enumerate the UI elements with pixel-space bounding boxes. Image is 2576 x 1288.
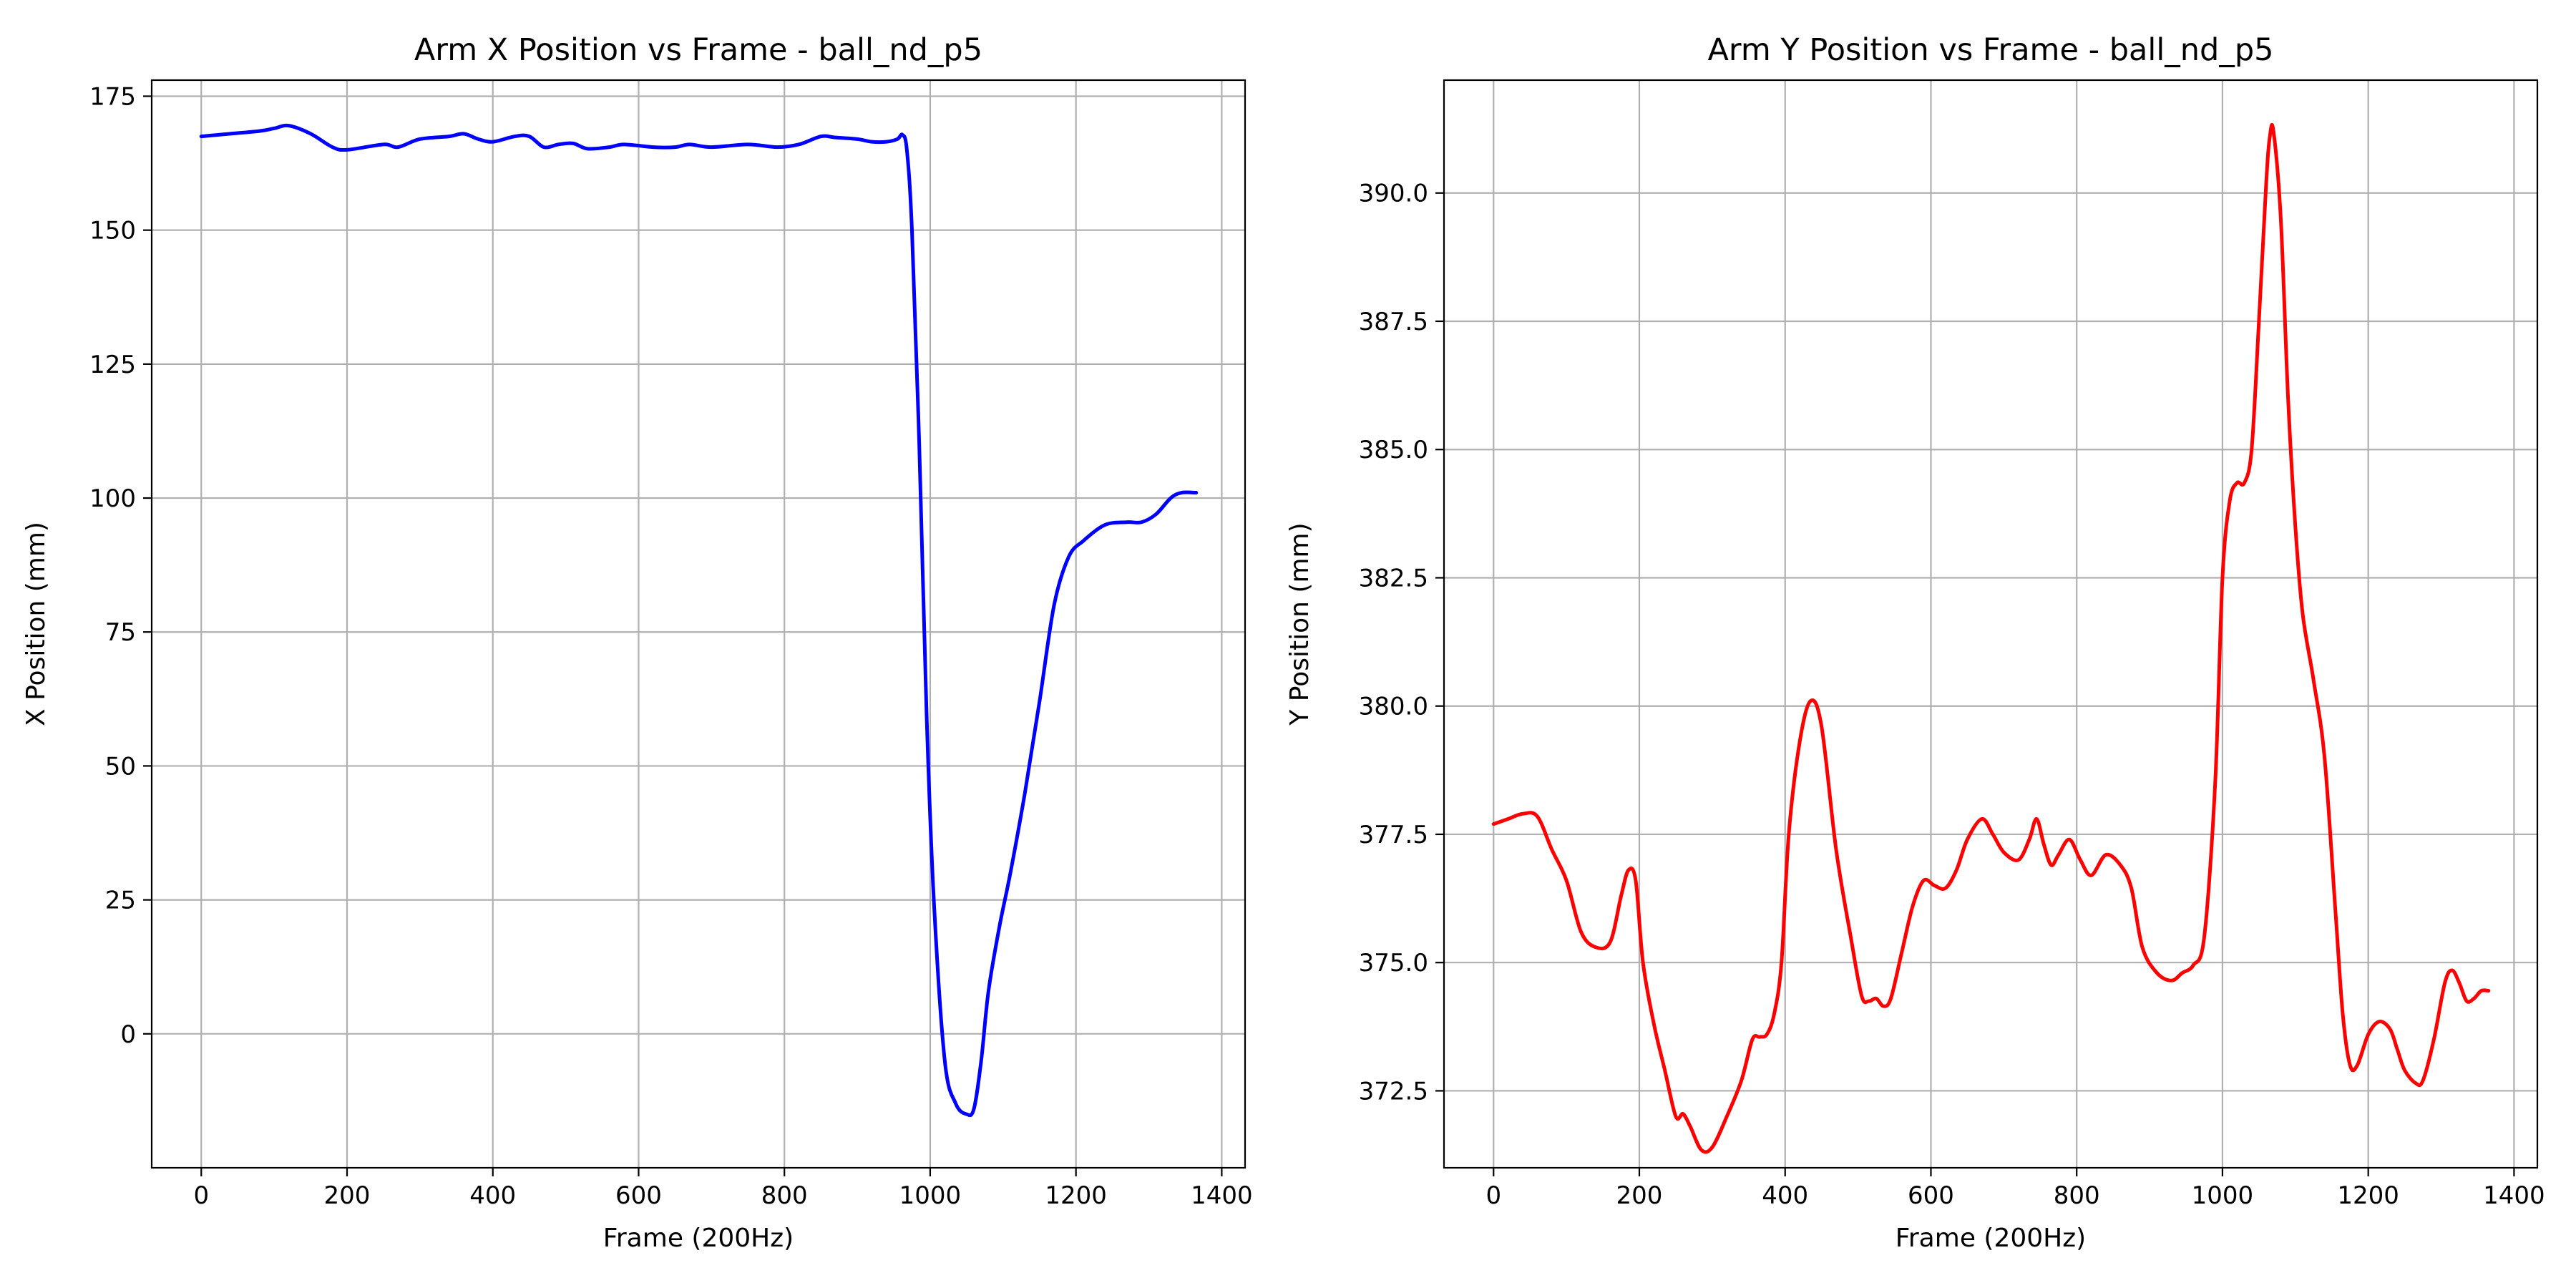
- x-tick-label: 800: [761, 1181, 808, 1210]
- y-tick-label: 25: [105, 887, 136, 915]
- chart-title: Arm X Position vs Frame - ball_nd_p5: [414, 32, 982, 68]
- x-tick-label: 200: [1616, 1181, 1663, 1210]
- y-tick-label: 150: [89, 217, 136, 245]
- x-axis-label: Frame (200Hz): [1896, 1224, 2086, 1253]
- y-axis-label: Y Position (mm): [1285, 522, 1314, 726]
- y-tick-label: 385.0: [1359, 436, 1428, 464]
- x-position-chart: 0 200 400 600 800 1000 1200 1400 0 25 50 75 100 125 15…: [21, 32, 1253, 1253]
- y-position-chart: 0 200 400 600 800 1000 1200 1400 372.5 375.0 377.5…: [1285, 32, 2545, 1253]
- x-tick-label: 0: [193, 1181, 209, 1210]
- x-tick-label: 1200: [2337, 1181, 2399, 1210]
- y-tick-label: 375.0: [1359, 949, 1428, 977]
- axes-frame: [1443, 79, 2539, 1169]
- y-tick-label: 377.5: [1359, 821, 1428, 849]
- x-tick-label: 600: [615, 1181, 662, 1210]
- x-tick-label: 1200: [1045, 1181, 1107, 1210]
- x-tick-label: 1000: [2192, 1181, 2254, 1210]
- series-line-0: [199, 123, 1199, 1118]
- x-tick-label: 1400: [1191, 1181, 1253, 1210]
- x-tick-label: 600: [1908, 1181, 1954, 1210]
- y-tick-label: 390.0: [1359, 180, 1428, 208]
- y-tick-label: 380.0: [1359, 693, 1428, 721]
- x-axis-label: Frame (200Hz): [603, 1224, 794, 1253]
- y-tick-label: 372.5: [1359, 1077, 1428, 1106]
- x-tick-label: 800: [2054, 1181, 2100, 1210]
- chart-title: Arm Y Position vs Frame - ball_nd_p5: [1707, 32, 2273, 68]
- y-axis-label: X Position (mm): [21, 522, 51, 726]
- x-tick-label: 400: [469, 1181, 516, 1210]
- x-tick-label: 0: [1485, 1181, 1501, 1210]
- x-tick-label: 1000: [899, 1181, 962, 1210]
- y-tick-label: 100: [89, 484, 136, 513]
- series-line-0: [1491, 122, 2491, 1154]
- y-tick-label: 175: [89, 82, 136, 111]
- y-tick-label: 382.5: [1359, 564, 1428, 592]
- y-tick-label: 50: [105, 752, 136, 781]
- y-tick-label: 125: [89, 351, 136, 379]
- axes-frame: [150, 79, 1246, 1169]
- x-tick-label: 1400: [2483, 1181, 2545, 1210]
- x-tick-label: 400: [1762, 1181, 1808, 1210]
- y-tick-label: 387.5: [1359, 308, 1428, 336]
- y-tick-label: 0: [120, 1020, 136, 1049]
- x-tick-label: 200: [324, 1181, 371, 1210]
- y-tick-label: 75: [105, 618, 136, 647]
